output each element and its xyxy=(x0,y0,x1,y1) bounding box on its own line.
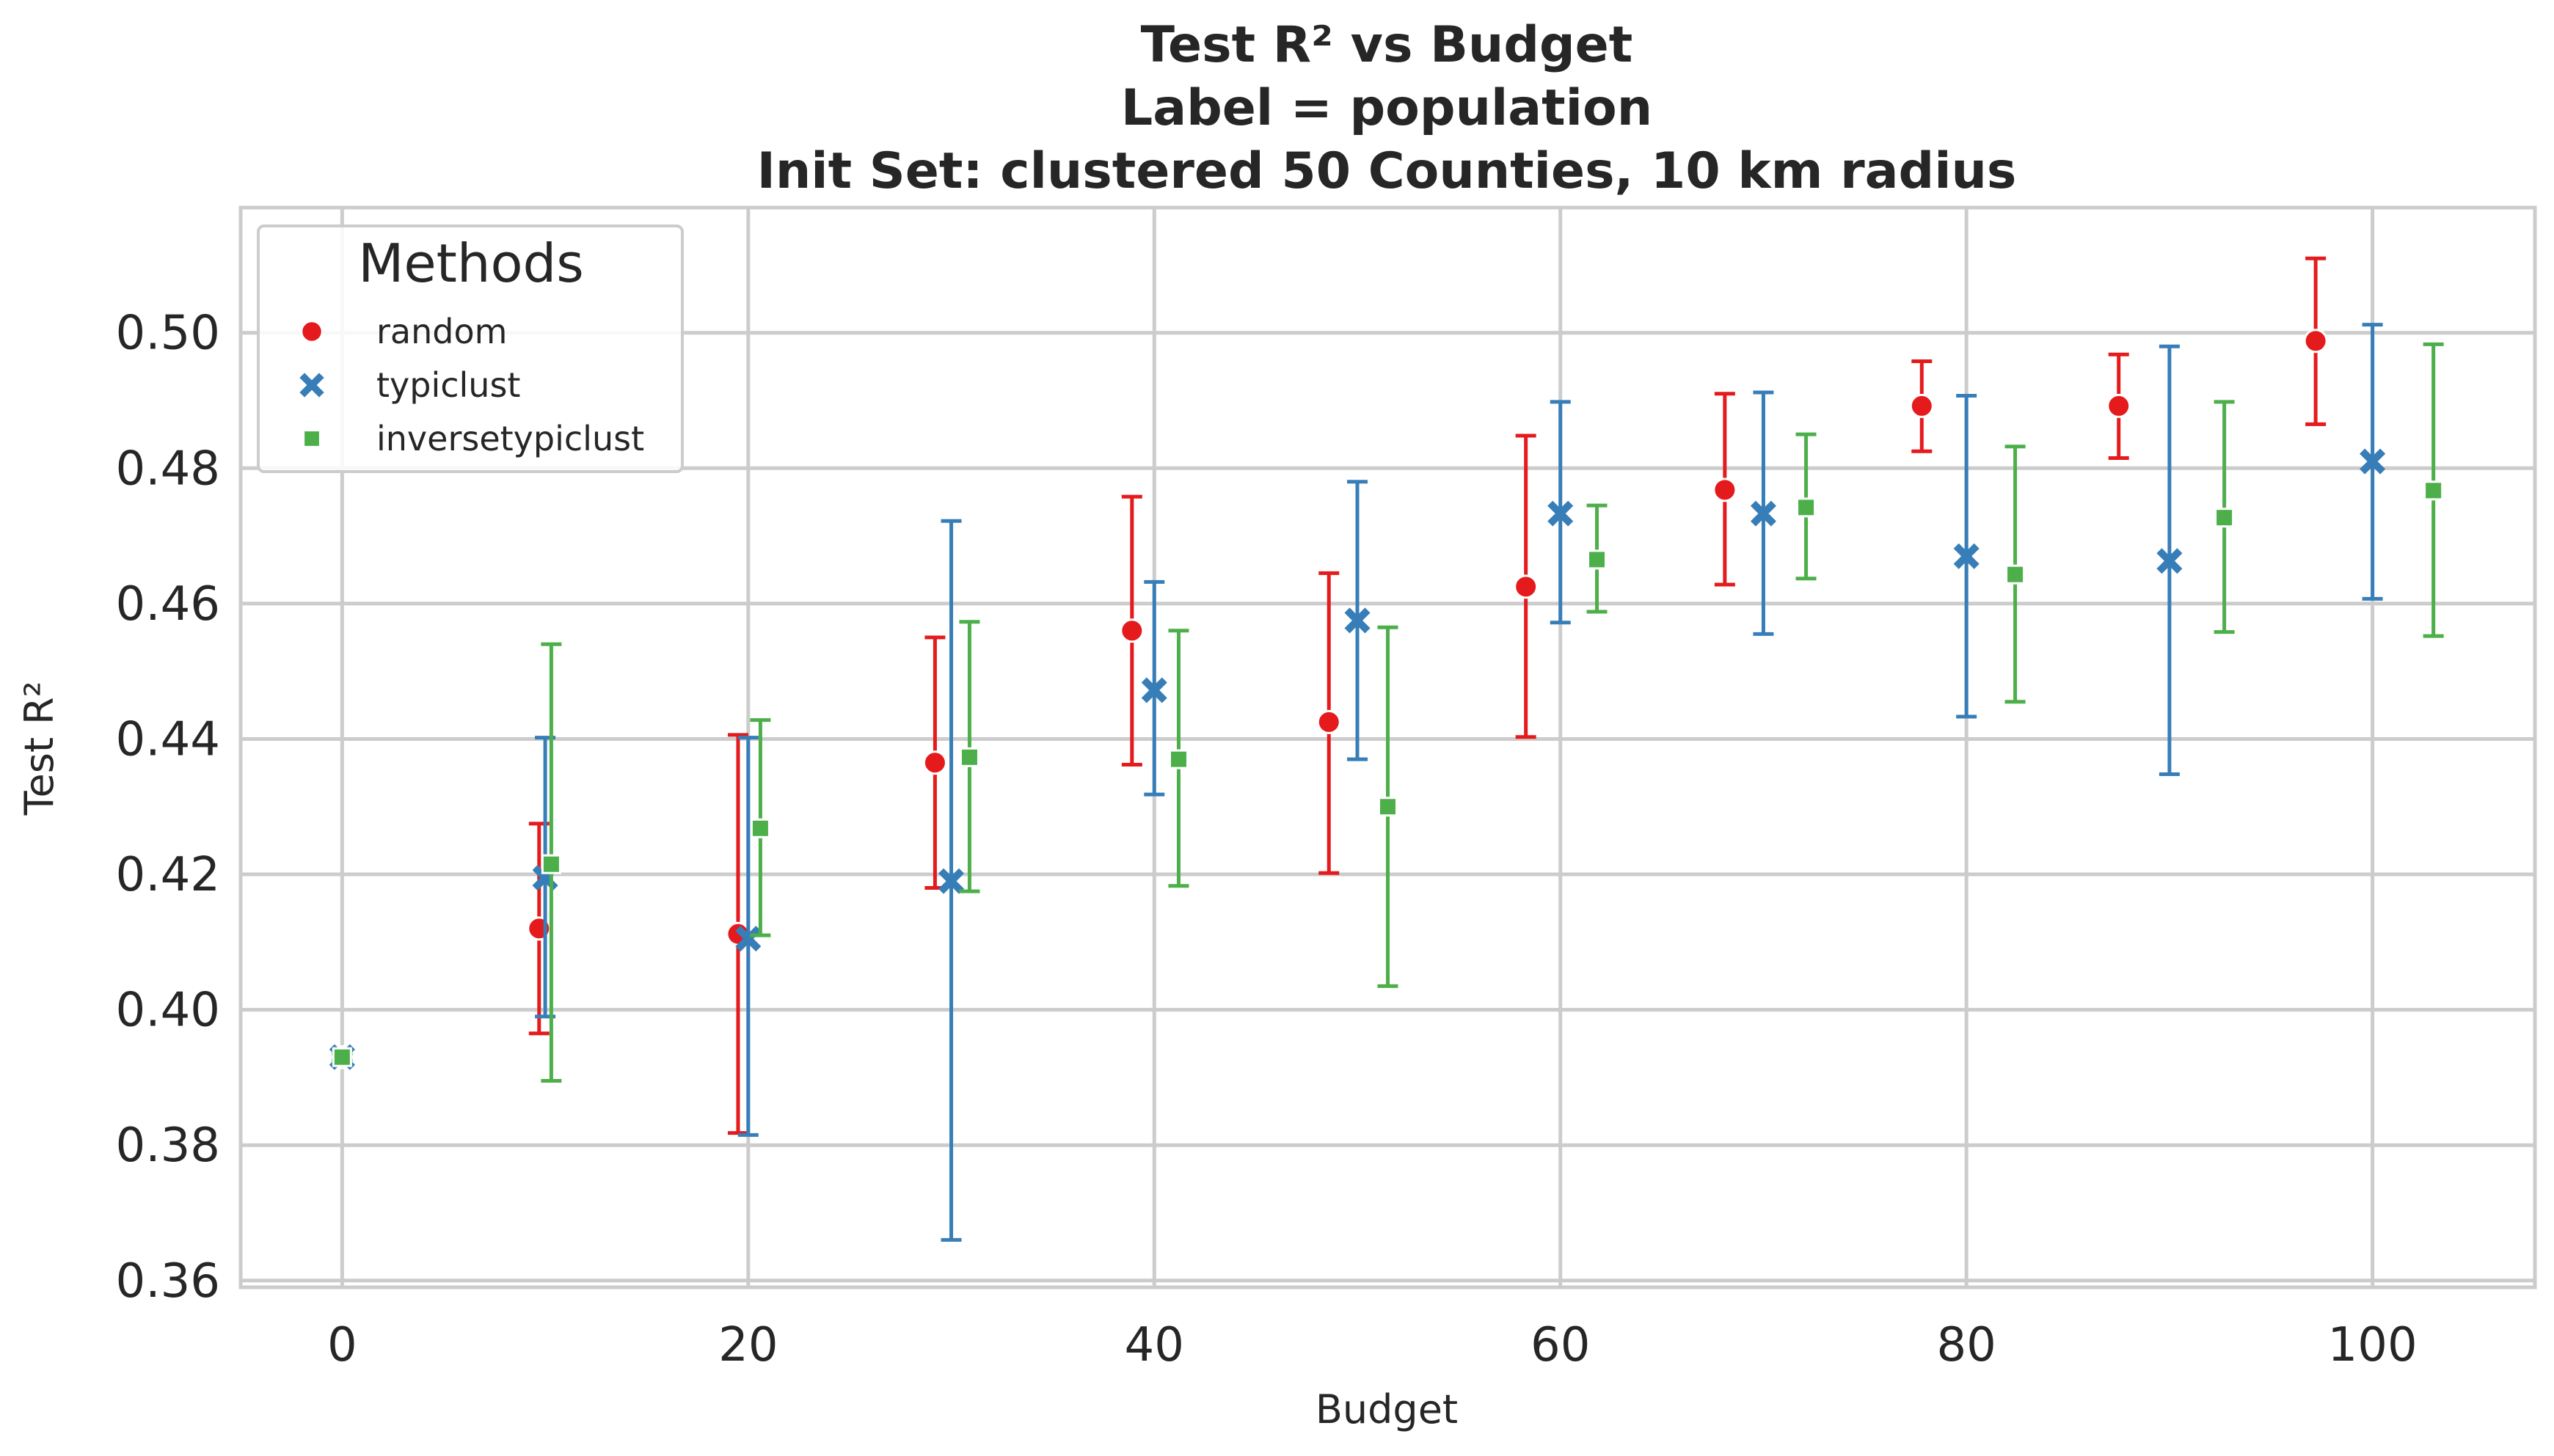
data-point-typiclust xyxy=(1547,500,1574,527)
y-axis-label: Test R² xyxy=(16,681,62,816)
data-point-typiclust xyxy=(1141,677,1167,703)
legend-label-inversetypiclust: inversetypiclust xyxy=(376,419,644,458)
chart-title-line-1: Test R² vs Budget xyxy=(1141,16,1633,74)
x-axis-label: Budget xyxy=(1316,1386,1458,1433)
legend-label-random: random xyxy=(376,312,507,351)
data-point-inversetypiclust xyxy=(332,1047,352,1067)
legend-entries: random typiclust inversetypiclust xyxy=(299,312,644,458)
data-point-inversetypiclust xyxy=(1796,497,1817,518)
data-point-random xyxy=(1909,393,1934,418)
legend-marker-random xyxy=(300,320,324,343)
data-point-typiclust xyxy=(2360,448,2386,475)
data-point-inversetypiclust xyxy=(541,854,561,874)
y-tick-label: 0.38 xyxy=(116,1119,221,1173)
data-point-inversetypiclust xyxy=(1168,749,1189,769)
data-point-random xyxy=(1316,709,1341,734)
x-tick-label: 20 xyxy=(718,1318,778,1372)
y-tick-label: 0.44 xyxy=(116,712,221,767)
legend-box xyxy=(257,224,684,473)
data-point-inversetypiclust xyxy=(2423,480,2444,501)
data-point-random xyxy=(922,750,947,775)
data-series xyxy=(329,256,2444,1242)
data-point-random xyxy=(1712,478,1737,502)
chart-title-line-2: Label = population xyxy=(1121,79,1652,137)
y-axis-ticks: 0.36 0.38 0.40 0.42 0.44 0.46 0.48 0.50 xyxy=(116,307,221,1309)
y-tick-label: 0.50 xyxy=(116,307,221,361)
y-tick-label: 0.36 xyxy=(116,1254,221,1309)
data-point-inversetypiclust xyxy=(1378,797,1398,817)
x-tick-label: 100 xyxy=(2328,1318,2418,1372)
data-point-typiclust xyxy=(735,926,762,952)
legend-marker-inversetypiclust xyxy=(302,429,321,448)
series-random xyxy=(329,256,2328,1135)
data-point-random xyxy=(1120,618,1145,643)
y-tick-label: 0.40 xyxy=(116,984,221,1038)
x-tick-label: 60 xyxy=(1530,1318,1590,1372)
data-point-typiclust xyxy=(938,868,965,894)
data-point-typiclust xyxy=(2156,548,2183,574)
x-tick-label: 40 xyxy=(1125,1318,1184,1372)
legend-marker-typiclust xyxy=(299,373,324,398)
chart-title-line-3: Init Set: clustered 50 Counties, 10 km r… xyxy=(757,142,2017,200)
data-point-inversetypiclust xyxy=(959,747,979,767)
data-point-typiclust xyxy=(1750,500,1776,527)
legend: Methods random typiclust inversetypiclust xyxy=(257,224,684,473)
legend-title: Methods xyxy=(358,233,584,294)
data-point-inversetypiclust xyxy=(2214,508,2235,528)
y-tick-label: 0.42 xyxy=(116,848,221,902)
legend-label-typiclust: typiclust xyxy=(376,365,520,405)
data-point-random xyxy=(1514,574,1539,599)
data-point-random xyxy=(2106,393,2131,418)
x-tick-label: 0 xyxy=(327,1318,357,1372)
chart-title: Test R² vs Budget Label = population Ini… xyxy=(757,16,2017,200)
data-point-inversetypiclust xyxy=(2005,564,2026,585)
data-point-typiclust xyxy=(1953,543,1980,569)
data-point-typiclust xyxy=(1344,607,1371,634)
x-tick-label: 80 xyxy=(1936,1318,1996,1372)
data-point-inversetypiclust xyxy=(750,818,770,838)
series-typiclust xyxy=(329,323,2386,1242)
data-point-inversetypiclust xyxy=(1587,549,1608,570)
data-point-random xyxy=(2303,329,2328,354)
plot-area-frame xyxy=(238,205,2537,1289)
y-tick-label: 0.48 xyxy=(116,442,221,496)
x-axis-ticks: 0 20 40 60 80 100 xyxy=(327,1318,2418,1372)
series-inversetypiclust xyxy=(332,342,2444,1083)
y-tick-label: 0.46 xyxy=(116,577,221,632)
